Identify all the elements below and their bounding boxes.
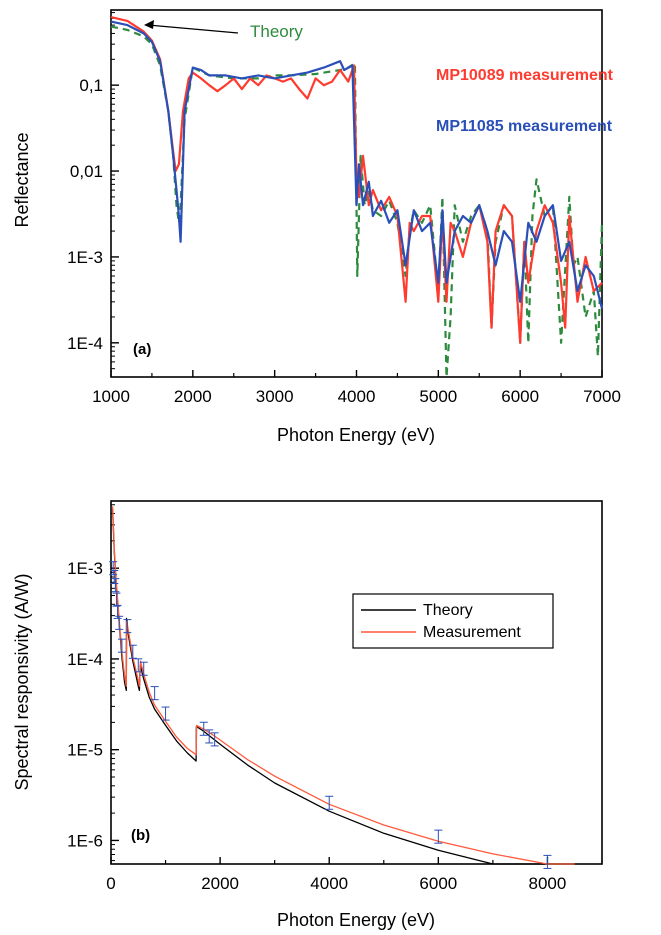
series-line-mp10089-measurement: [110, 16, 603, 344]
spectral-responsivity-chart: 0 2000 4000 6000 8000 1E-3 1E-4 1E-5 1E-6 Photo…: [12, 500, 603, 930]
annotation-arrow-line: [147, 24, 239, 34]
y-tick-label: 0,01: [70, 162, 103, 181]
reflectance-chart: 1000 2000 3000 4000 5000 6000 7000 0,1 0,01 1E-3…: [12, 9, 621, 445]
error-bars-b: [109, 561, 552, 869]
x-tick-label: 6000: [419, 874, 457, 893]
x-tick-label: 7000: [583, 387, 621, 406]
x-tick-label: 0: [106, 874, 115, 893]
error-bar: [150, 686, 159, 701]
x-tick-labels-a: 1000 2000 3000 4000 5000 6000 7000: [92, 387, 621, 406]
x-tick-label: 4000: [338, 387, 376, 406]
plot-frame-b: [110, 500, 603, 865]
legend-label-measurement: Measurement: [423, 624, 521, 641]
x-tick-label: 5000: [419, 387, 457, 406]
legend-label-theory: Theory: [423, 602, 473, 619]
tick-marks-b: [110, 504, 603, 864]
error-bar: [134, 658, 143, 673]
x-tick-labels-b: 0 2000 4000 6000 8000: [106, 874, 566, 893]
legend-box-b: [352, 593, 554, 649]
theory-annotation: Theory: [144, 20, 303, 41]
error-bar: [117, 638, 126, 653]
x-axis-title-a: Photon Energy (eV): [277, 425, 435, 445]
x-tick-label: 8000: [529, 874, 567, 893]
x-tick-label: 3000: [256, 387, 294, 406]
legend-mp11085: MP11085 measurement: [436, 118, 613, 135]
error-bar: [199, 721, 208, 736]
y-tick-label: 1E-4: [67, 334, 103, 353]
y-tick-label: 1E-6: [67, 831, 103, 850]
panel-label-a: (a): [133, 341, 151, 358]
error-bar: [109, 561, 118, 576]
error-bar: [139, 661, 148, 676]
y-tick-labels-b: 1E-3 1E-4 1E-5 1E-6: [67, 559, 103, 850]
error-bar: [205, 729, 214, 744]
panel-label-b: (b): [131, 827, 150, 844]
series-line-mp11085-measurement: [110, 20, 604, 309]
error-bar: [543, 854, 552, 869]
y-tick-labels-a: 0,1 0,01 1E-3 1E-4: [67, 76, 103, 353]
legend-mp10089: MP10089 measurement: [436, 67, 614, 84]
series-line-measurement: [111, 506, 575, 865]
x-tick-label: 2000: [201, 874, 239, 893]
error-bar: [110, 569, 119, 585]
y-tick-label: 1E-5: [67, 741, 103, 760]
y-tick-label: 1E-4: [67, 650, 103, 669]
y-axis-title-a: Reflectance: [12, 132, 32, 227]
series-line-theory: [111, 508, 575, 865]
y-tick-label: 1E-3: [67, 559, 103, 578]
x-axis-title-b: Photon Energy (eV): [277, 910, 435, 930]
x-tick-label: 2000: [174, 387, 212, 406]
error-bar: [111, 578, 120, 593]
error-bar: [115, 615, 124, 630]
error-bar: [128, 644, 137, 659]
error-bar: [123, 619, 132, 634]
series-lines-b: [111, 506, 575, 865]
error-bar: [434, 829, 443, 844]
x-tick-label: 6000: [501, 387, 539, 406]
tick-marks-a: [110, 12, 603, 377]
y-tick-label: 0,1: [79, 76, 103, 95]
x-tick-label: 4000: [310, 874, 348, 893]
y-tick-label: 1E-3: [67, 248, 103, 267]
annotation-arrow-head: [144, 20, 154, 29]
series-lines-a: [110, 16, 604, 379]
error-bar: [210, 732, 219, 747]
error-bar: [161, 706, 170, 721]
error-bar: [325, 795, 334, 810]
legend-b: Theory Measurement: [352, 593, 554, 649]
y-axis-title-b: Spectral responsivity (A/W): [12, 573, 32, 790]
theory-annotation-text: Theory: [250, 22, 303, 41]
error-bar: [112, 592, 121, 607]
x-tick-label: 1000: [92, 387, 130, 406]
